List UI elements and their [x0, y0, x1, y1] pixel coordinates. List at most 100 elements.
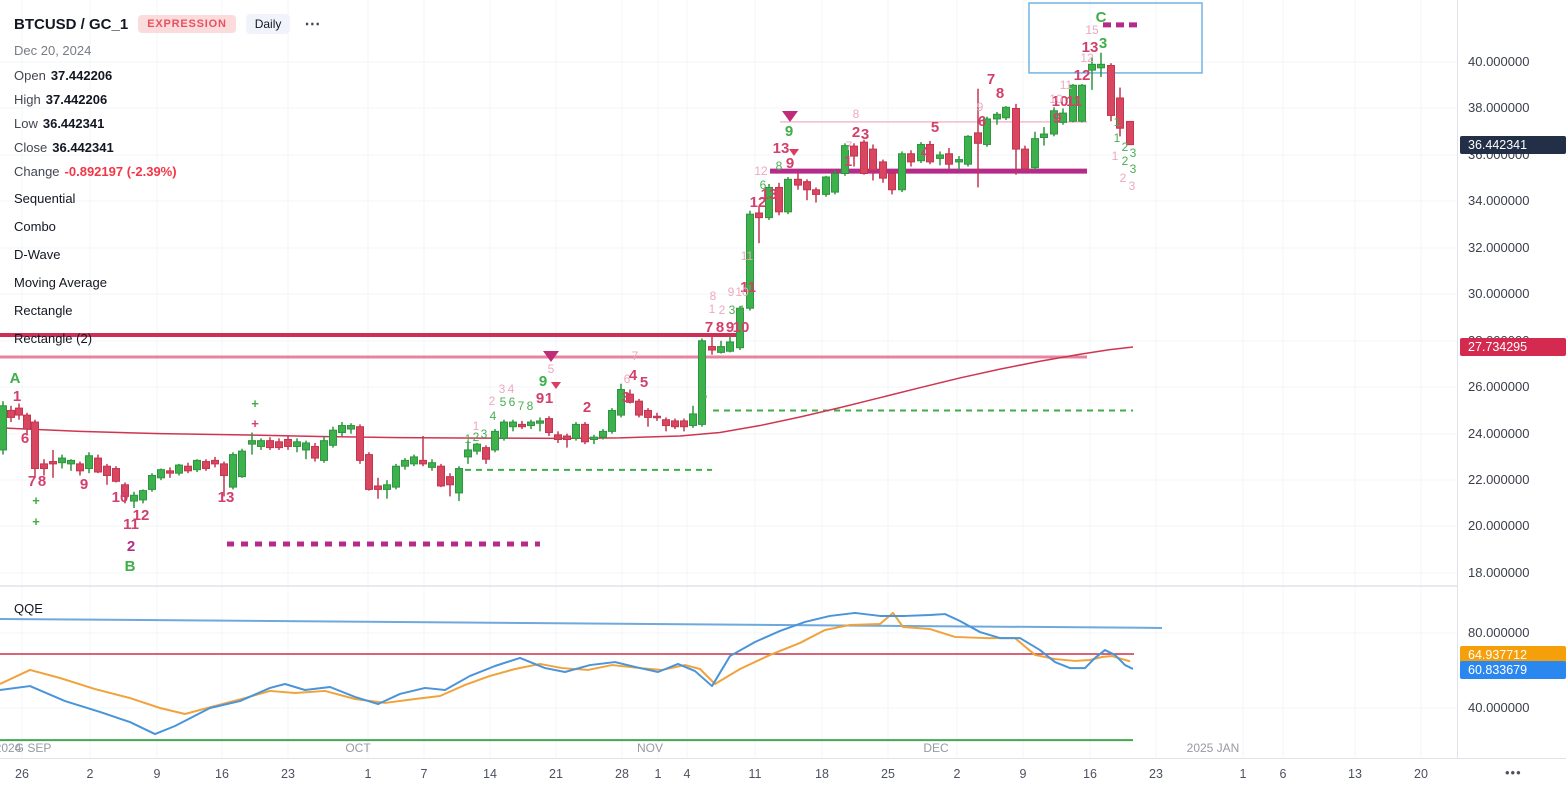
candle — [1021, 148, 1029, 170]
time-tick-label: 21 — [549, 767, 563, 781]
td-setup-number: 5 — [747, 262, 754, 276]
price-tick-label: 26.000000 — [1468, 379, 1530, 394]
candle — [275, 441, 283, 449]
td-count-number: 9 — [80, 476, 88, 493]
indicator-label-qqe[interactable]: QQE — [14, 601, 43, 616]
td-setup-number: 7 — [518, 399, 525, 413]
candle — [527, 421, 535, 427]
td-setup-number: 9 — [728, 285, 735, 299]
candle — [1107, 64, 1115, 116]
indicator-label-d-wave[interactable]: D-Wave — [14, 247, 61, 262]
symbol-title[interactable]: BTCUSD / GC_1 — [14, 15, 129, 33]
candle — [23, 414, 31, 430]
td-count-number: 7 — [705, 319, 713, 336]
td-setup-number: 15 — [1085, 23, 1099, 37]
candle — [473, 443, 481, 452]
last-price-badge: 36.442341 — [1460, 135, 1566, 154]
candle — [945, 153, 953, 165]
time-tick-label: 26 — [15, 767, 29, 781]
indicator-label-sequential[interactable]: Sequential — [14, 191, 76, 206]
td-setup-number: 3 — [499, 382, 506, 396]
dwave-label: C — [1096, 9, 1107, 26]
indicator-label-rectangle-2-[interactable]: Rectangle (2) — [14, 331, 93, 346]
td-count-number: 11 — [1066, 93, 1082, 110]
candle — [365, 454, 373, 490]
price-axis[interactable]: 40.000000 38.000000 36.000000 34.000000 32.0… — [1457, 0, 1566, 758]
candle — [293, 441, 301, 447]
indicator-label-combo[interactable]: Combo — [14, 219, 56, 234]
down-arrow-marker — [789, 149, 799, 156]
td-setup-number: 10 — [735, 285, 749, 299]
rectangle-drawing[interactable] — [1028, 2, 1203, 74]
td-setup-number: 7 — [632, 349, 639, 363]
candle — [1059, 112, 1067, 123]
candle — [1126, 120, 1134, 146]
candle — [383, 484, 391, 490]
td-setup-number: 4 — [738, 303, 745, 317]
td-setup-number: 8 — [776, 159, 783, 173]
qqe-signal-line — [0, 611, 1131, 715]
td-setup-number: 1 — [1112, 149, 1119, 163]
indicator-label-rectangle[interactable]: Rectangle — [14, 303, 73, 318]
dwave-label: 6 — [699, 387, 707, 404]
price-tick-label: 38.000000 — [1468, 100, 1530, 115]
candle — [392, 465, 400, 488]
td-setup-number: 6 — [760, 178, 767, 192]
moving-average-line[interactable] — [0, 346, 1134, 440]
dwave-label: 3 — [1099, 35, 1107, 52]
candle — [58, 457, 66, 464]
timeframe-badge[interactable]: Daily — [245, 14, 291, 34]
candle — [717, 346, 725, 353]
td-count-number: 3 — [861, 126, 869, 143]
td-count-number: 9 — [726, 319, 734, 336]
qqe-upper-band-line — [0, 617, 1163, 629]
td-count-number: 11 — [740, 279, 756, 296]
candle — [67, 459, 75, 465]
td-setup-number: 2 — [719, 303, 726, 317]
time-axis[interactable]: 26 2 9 16 23 1 7 14 21 28 1 4 11 18 25 2 9 16 23 1 6 13 20 ••• — [0, 758, 1566, 794]
candle — [356, 426, 364, 461]
td-setup-number: 7 — [846, 139, 853, 153]
more-menu-icon[interactable]: ⋯ — [304, 16, 321, 33]
time-tick-label: 23 — [1149, 767, 1163, 781]
td-count-number: 10 — [1052, 93, 1069, 110]
candle — [248, 440, 256, 445]
time-tick-label: 4 — [683, 767, 691, 781]
candle — [869, 148, 877, 171]
td-setup-number: 1 — [1114, 131, 1121, 145]
td-count-number: 13 — [1082, 39, 1099, 56]
candle — [822, 176, 830, 195]
indicator-label-moving-average[interactable]: Moving Average — [14, 275, 107, 290]
price-tick-label: 30.000000 — [1468, 286, 1530, 301]
td-count-number: 7 — [987, 71, 995, 88]
time-tick-label: 28 — [615, 767, 629, 781]
candle — [671, 420, 679, 428]
time-axis-more-button[interactable]: ••• — [1505, 765, 1522, 780]
down-arrow-marker — [551, 382, 561, 389]
price-tick-label: 22.000000 — [1468, 472, 1530, 487]
time-tick-label: 13 — [1348, 767, 1362, 781]
legend-date: Dec 20, 2024 — [14, 43, 92, 58]
candle — [581, 423, 589, 443]
time-tick-label: 25 — [881, 767, 895, 781]
candle — [617, 389, 625, 416]
td-setup-number: 3 — [1130, 162, 1137, 176]
candle — [644, 409, 652, 418]
price-tick-label: 20.000000 — [1468, 518, 1530, 533]
td-count-number: 12 — [750, 194, 767, 211]
time-tick-label: 7 — [420, 767, 428, 781]
candle — [103, 465, 111, 476]
candle — [1088, 63, 1096, 71]
candle — [736, 307, 744, 349]
time-tick-label: 23 — [281, 767, 295, 781]
td-setup-number: 2 — [1120, 171, 1127, 185]
td-setup-number: 2 — [1122, 154, 1129, 168]
td-setup-number: 2 — [1122, 140, 1129, 154]
candle — [419, 459, 427, 465]
dwave-label: A — [10, 370, 21, 387]
month-label: G SEP — [14, 741, 52, 755]
candle — [509, 421, 517, 428]
candle — [482, 447, 490, 460]
chart-header: BTCUSD / GC_1 EXPRESSION Daily ⋯ — [14, 14, 324, 34]
